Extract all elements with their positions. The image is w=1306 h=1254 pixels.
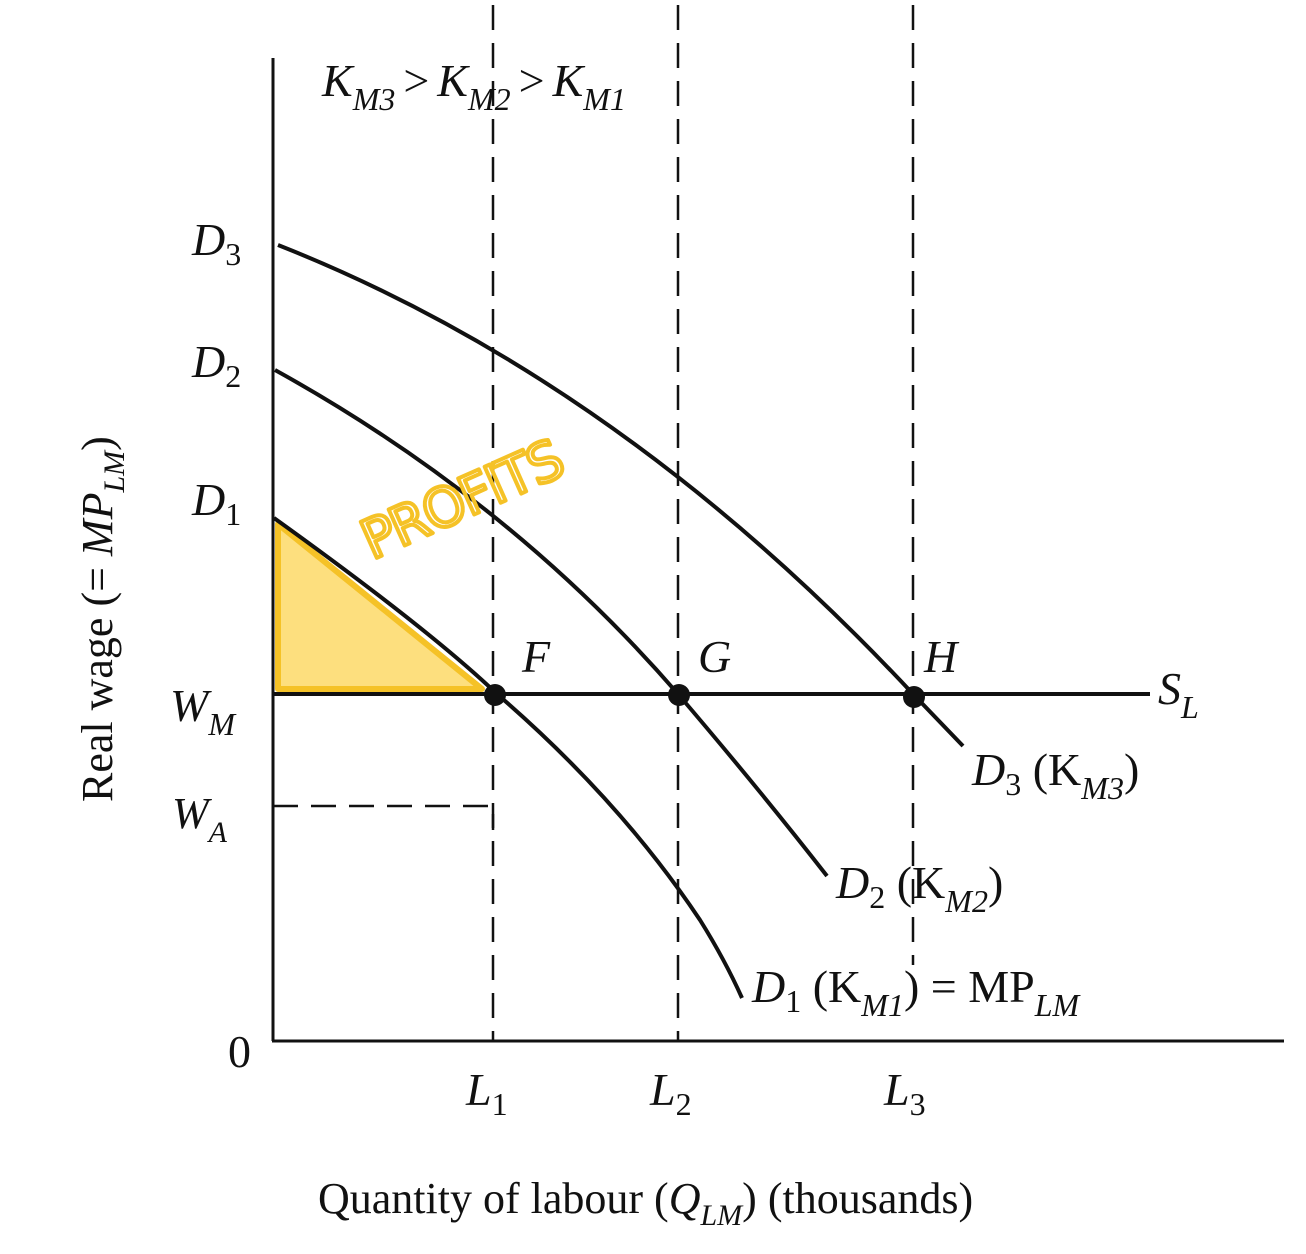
- d3-intercept-label: D3: [191, 214, 241, 272]
- origin-label: 0: [228, 1026, 251, 1077]
- k-symbol: K: [436, 55, 470, 106]
- gt-symbol: >: [403, 55, 429, 106]
- point-g-marker: [668, 684, 690, 706]
- point-f-label: F: [521, 631, 551, 682]
- l1-quantity-label: L1: [465, 1064, 508, 1122]
- wa-wage-label: WA: [172, 789, 228, 849]
- k-subscript: M1: [582, 81, 626, 117]
- k-symbol: K: [321, 55, 355, 106]
- demand-curve-d2-label: D2 (KM2): [835, 857, 1003, 919]
- wm-wage-label: WM: [170, 680, 237, 742]
- demand-curve-d3: [277, 243, 965, 748]
- k-symbol: K: [552, 55, 586, 106]
- supply-curve-label: SL: [1158, 663, 1199, 725]
- point-f-marker: [484, 684, 506, 706]
- d1-intercept-label: D1: [191, 474, 241, 532]
- y-axis-title-prefix: Real wage (=: [73, 556, 122, 802]
- y-axis-title-sub: LM: [98, 449, 131, 494]
- k-subscript: M3: [352, 81, 396, 117]
- x-axis-title: Quantity of labour (QLM) (thousands): [318, 1174, 973, 1232]
- demand-curve-d1: [272, 516, 744, 999]
- point-h-label: H: [923, 631, 960, 682]
- y-axis-title: Real wage (= MPLM): [73, 436, 131, 802]
- l2-quantity-label: L2: [649, 1064, 692, 1122]
- demand-curve-d3-label: D3 (KM3): [971, 744, 1139, 806]
- profits-triangle: [275, 521, 485, 692]
- gt-symbol: >: [519, 55, 545, 106]
- profits-annotation: PROFITS: [352, 428, 572, 572]
- demand-curve-d1-label: D1 (KM1) = MPLM: [751, 961, 1081, 1023]
- y-axis-title-mp: MP: [73, 493, 122, 558]
- capital-relation-label: KM3 > KM2 > KM1: [321, 55, 626, 117]
- k-subscript: M2: [467, 81, 511, 117]
- point-h-marker: [903, 686, 925, 708]
- l3-quantity-label: L3: [883, 1064, 926, 1122]
- demand-curve-d2: [274, 368, 829, 878]
- d2-intercept-label: D2: [191, 336, 241, 394]
- y-axis-title-suffix: ): [73, 436, 122, 451]
- wa-dashed-line: [273, 804, 495, 830]
- point-g-label: G: [698, 631, 731, 682]
